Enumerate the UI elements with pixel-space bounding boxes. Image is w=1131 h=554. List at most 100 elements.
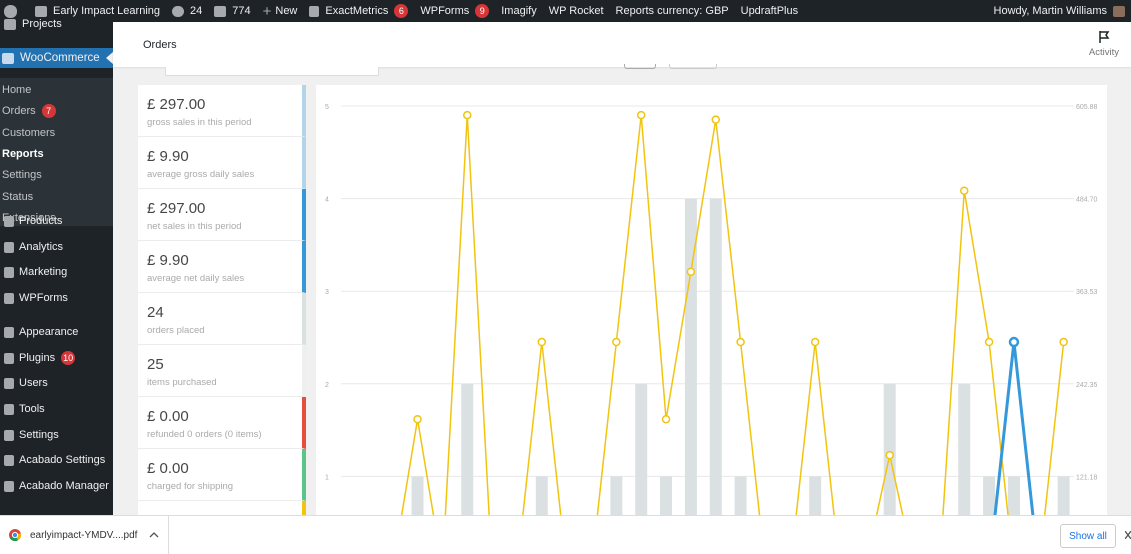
stat-item[interactable]: £ 297.00 gross sales in this period [138,85,306,137]
y-tick-label: 3 [325,289,329,296]
submenu-label: Reports [2,147,44,160]
stat-item[interactable]: £ 9.90 average gross daily sales [138,137,306,189]
menu-item[interactable]: Products [0,211,113,231]
y-tick-label: 5 [325,104,329,111]
menu-item[interactable]: WPForms [0,288,113,308]
item-label: Imagify [501,5,537,17]
site-link[interactable]: Early Impact Learning [35,5,160,17]
admin-bar-item[interactable]: WP Rocket [549,5,604,17]
menu-icon [4,292,14,304]
menu-item[interactable]: Tools [0,399,113,419]
menu-item[interactable]: Analytics [0,237,113,257]
y2-tick-label: 242.35 [1076,382,1098,389]
bar [660,476,673,515]
point [636,110,646,120]
activity-label: Activity [1088,47,1119,58]
menu-icon [4,403,14,415]
stat-label: average net daily sales [147,273,245,284]
submenu-item[interactable]: Reports [0,145,115,163]
menu-label: Analytics [19,241,64,253]
menu-icon [4,480,14,492]
menu-item[interactable]: Acabado Settings [0,450,113,470]
stat-item[interactable]: £ 0.00 refunded 0 orders (0 items) [138,397,306,449]
expand-caret[interactable] [149,531,159,539]
menu-item[interactable]: Marketing [0,262,113,282]
bar [635,383,648,515]
admin-bar-item[interactable]: Reports currency: GBP [616,5,729,17]
menu-label: Projects [22,18,62,30]
tab-edge [165,67,379,76]
menu-icon [4,241,14,253]
item-label: WPForms [420,5,470,17]
close-button[interactable] [1125,531,1131,539]
current-arrow [106,52,113,64]
stat-item[interactable]: £ 9.90 average net daily sales [138,241,306,293]
menu-label: Users [19,377,48,389]
point [810,337,820,347]
line [400,115,1065,515]
stat-value: £ 9.90 [147,148,189,165]
bar [709,198,722,515]
point [661,414,671,424]
stat-value: 25 [147,356,164,373]
y-tick-label: 1 [325,474,329,481]
stat-item[interactable]: 25 items purchased [138,345,306,397]
menu-item[interactable]: Settings [0,425,113,445]
chrome-icon [9,529,22,542]
menu-icon [4,429,14,441]
menu-woocommerce[interactable]: WooCommerce [0,48,113,68]
menu-label: Acabado Manager [19,480,109,492]
menu-item[interactable]: Plugins 10 [0,348,113,368]
submenu-item[interactable]: Settings [0,166,115,184]
bar [411,476,424,515]
admin-bar-item[interactable]: WPForms 9 [420,4,490,18]
menu-item[interactable]: Acabado Manager [0,476,113,496]
button-edge [624,64,656,69]
download-item[interactable]: earlyimpact-YMDV....pdf [0,516,169,554]
admin-bar-item[interactable]: Imagify [501,5,536,17]
submenu-item[interactable]: Extensions [0,209,115,227]
bar [983,476,996,515]
activity-button[interactable]: Activity [1089,30,1119,58]
stat-item[interactable] [138,501,306,515]
admin-bar: Early Impact Learning 24 774 + New ExactM… [0,0,1131,22]
menu-item[interactable]: Users [0,373,113,393]
stat-item[interactable]: 24 orders placed [138,293,306,345]
updates-count: 24 [190,5,203,17]
submenu-item[interactable]: Status [0,188,115,206]
comments-link[interactable]: 774 [214,5,251,17]
download-bar: earlyimpact-YMDV....pdf Show all [0,515,1131,554]
menu-label: Products [19,215,63,227]
stat-value: £ 297.00 [147,96,206,113]
submenu-label: Extensions [2,211,56,224]
point [711,115,720,124]
new-link[interactable]: + New [262,2,298,20]
y2-tick-label: 121.18 [1076,474,1098,481]
stat-item[interactable]: £ 297.00 net sales in this period [138,189,306,241]
wp-logo[interactable] [4,4,23,18]
account-link[interactable]: Howdy, Martin Williams [994,5,1125,17]
bar [461,383,474,515]
submenu-item[interactable]: Orders 7 [0,102,115,120]
admin-bar-item[interactable]: UpdraftPlus [741,5,798,17]
admin-bar-item[interactable]: ExactMetrics 6 [309,4,409,18]
badge: 6 [394,4,409,18]
submenu-item[interactable]: Home [0,81,115,99]
updates-link[interactable]: 24 [172,5,202,17]
show-all-button[interactable]: Show all [1060,524,1116,548]
icon [309,5,320,17]
stat-label: gross sales in this period [147,117,252,128]
bar [958,383,971,515]
stat-label: average gross daily sales [147,169,255,180]
point [413,414,422,424]
stat-label: charged for shipping [147,481,234,492]
menu-projects[interactable]: Projects [0,18,113,30]
menu-label: WooCommerce [20,52,100,64]
point [686,267,696,276]
point [612,337,621,347]
item-label: UpdraftPlus [740,5,799,17]
menu-item[interactable]: Appearance [0,322,113,342]
submenu-item[interactable]: Customers [0,124,115,142]
stat-item[interactable]: £ 0.00 charged for shipping [138,449,306,501]
item-label: Reports currency: GBP [615,5,729,17]
